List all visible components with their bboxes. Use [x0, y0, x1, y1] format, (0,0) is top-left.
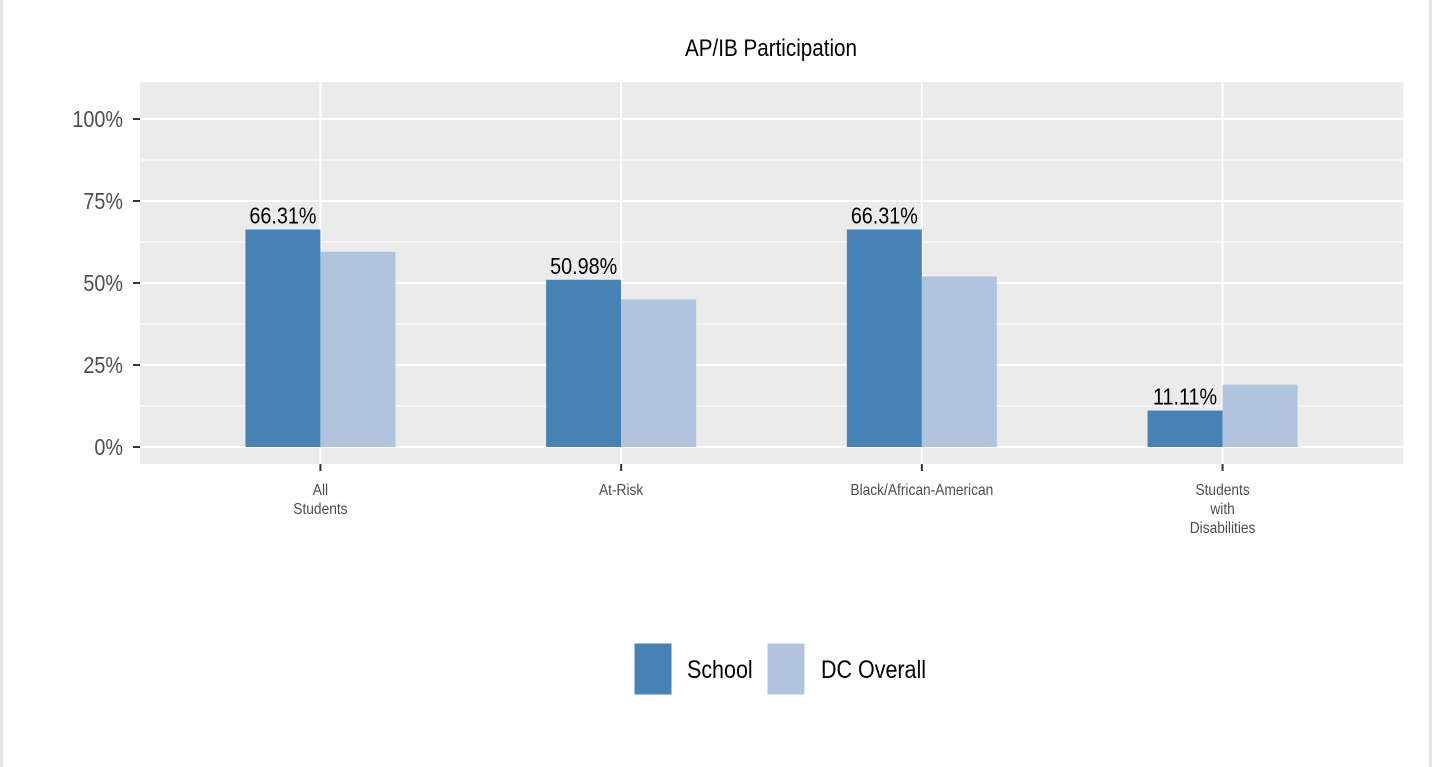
y-tick-label: 75% — [83, 189, 123, 215]
legend-key-school — [633, 642, 673, 696]
data-label: 11.11% — [1153, 384, 1217, 410]
bar-school — [245, 229, 321, 447]
legend-label-school: School — [687, 655, 753, 683]
x-tick-label: All — [313, 481, 328, 499]
y-tick-label: 50% — [83, 271, 123, 297]
bar-labels: 66.31% 50.98% 66.31% 11.11% — [249, 203, 1217, 410]
data-label: 66.31% — [249, 203, 316, 229]
bar-dc-overall — [1222, 384, 1298, 447]
x-tick-label: Disabilities — [1190, 519, 1256, 537]
legend-key-dc-overall — [766, 642, 806, 696]
legend: School DC Overall — [633, 642, 926, 696]
bar-dc-overall — [921, 276, 997, 447]
x-tick-label: Students — [293, 500, 347, 518]
x-tick-label: Black/African-American — [850, 481, 993, 499]
bar-school — [846, 229, 922, 447]
x-tick-label: Students — [1195, 481, 1249, 499]
bar-dc-overall — [621, 299, 697, 447]
data-label: 66.31% — [851, 203, 918, 229]
y-axis: 0% 25% 50% 75% 100% — [72, 107, 140, 461]
bar-school — [546, 279, 622, 447]
bar-chart: AP/IB Participation 66.31% 50.98% 66.31% 11… — [72, 35, 1403, 696]
y-tick-label: 100% — [72, 107, 123, 133]
bars — [245, 229, 1298, 447]
bar-school — [1147, 410, 1223, 447]
data-label: 50.98% — [550, 253, 617, 279]
bar-dc-overall — [320, 251, 396, 447]
chart-title: AP/IB Participation — [685, 35, 857, 62]
x-tick-label: At-Risk — [599, 481, 644, 499]
x-tick-label: with — [1209, 500, 1234, 518]
legend-label-dc-overall: DC Overall — [821, 655, 926, 683]
y-tick-label: 25% — [83, 353, 123, 379]
y-tick-label: 0% — [94, 435, 123, 461]
